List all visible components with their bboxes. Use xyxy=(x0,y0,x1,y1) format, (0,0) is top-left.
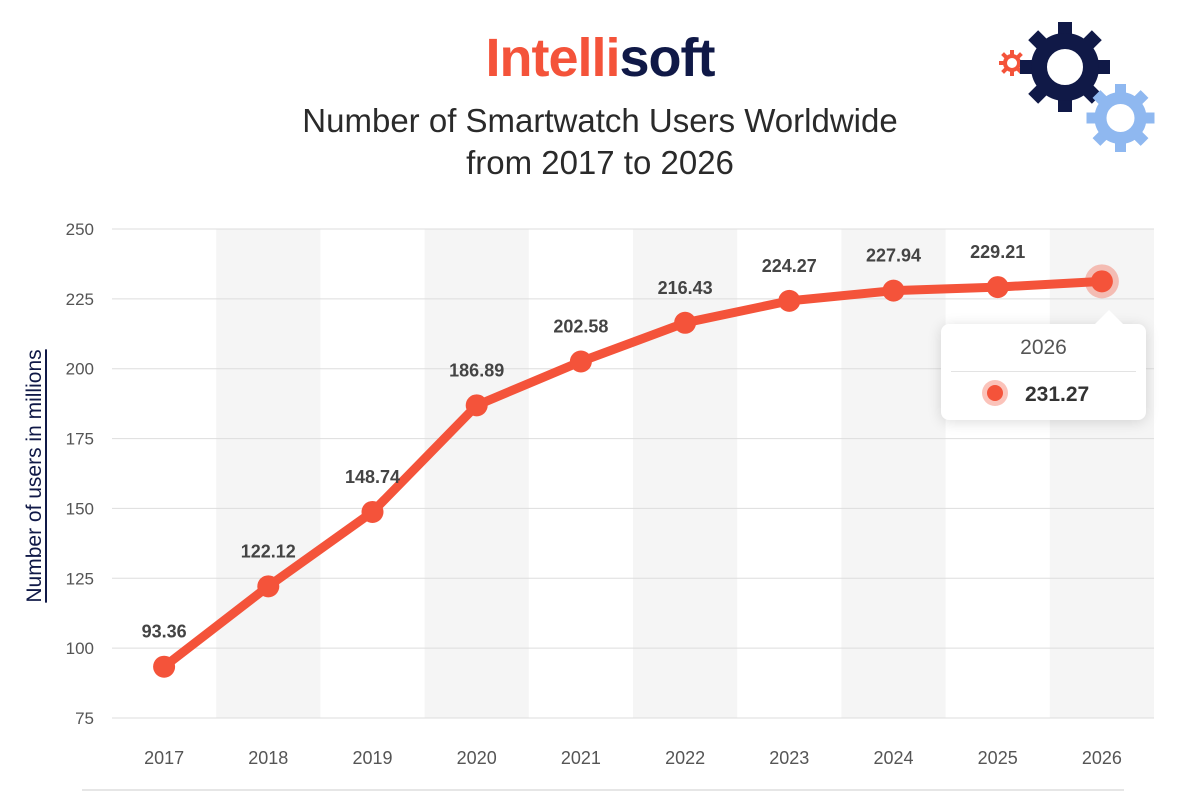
x-tick-label: 2018 xyxy=(248,748,288,768)
data-label: 227.94 xyxy=(866,246,921,266)
column-band xyxy=(424,229,529,718)
brand-logo-part2: soft xyxy=(619,28,716,88)
data-point xyxy=(882,279,905,302)
blue-gear-icon xyxy=(1086,84,1155,152)
x-tick-label: 2022 xyxy=(665,748,705,768)
tooltip-value: 231.27 xyxy=(1025,383,1090,406)
y-tick-label: 100 xyxy=(66,639,94,658)
x-tick-label: 2017 xyxy=(144,748,184,768)
column-band xyxy=(1049,229,1154,718)
data-point xyxy=(674,311,697,334)
x-tick-label: 2021 xyxy=(561,748,601,768)
chart-title-line1: Number of Smartwatch Users Worldwide xyxy=(302,102,898,139)
data-point xyxy=(465,394,488,417)
large-gear-icon xyxy=(1020,22,1110,112)
y-tick-label: 225 xyxy=(66,290,94,309)
brand-logo: Intellisoft xyxy=(0,28,1200,88)
data-label: 186.89 xyxy=(449,360,504,380)
x-tick-label: 2019 xyxy=(352,748,392,768)
x-tick-label: 2026 xyxy=(1082,748,1122,768)
data-label: 148.74 xyxy=(345,467,400,487)
y-tick-label: 125 xyxy=(66,569,94,588)
x-tick-label: 2023 xyxy=(769,748,809,768)
y-tick-label: 75 xyxy=(75,709,94,728)
brand-logo-part1: Intelli xyxy=(485,28,621,88)
tooltip-divider xyxy=(951,371,1136,372)
data-point xyxy=(361,500,384,523)
x-tick-label: 2020 xyxy=(457,748,497,768)
chart-title: Number of Smartwatch Users Worldwide fro… xyxy=(0,100,1200,184)
data-label: 216.43 xyxy=(658,278,713,298)
data-label: 93.36 xyxy=(142,622,187,642)
x-tick-label: 2024 xyxy=(873,748,913,768)
column-band xyxy=(841,229,946,718)
y-tick-label: 250 xyxy=(66,220,94,239)
gears-illustration xyxy=(990,15,1165,165)
series-line xyxy=(159,276,1107,672)
data-point xyxy=(153,655,176,678)
y-tick-label: 150 xyxy=(66,499,94,518)
y-tick-label: 175 xyxy=(66,430,94,449)
data-label: 122.12 xyxy=(241,541,296,561)
column-band xyxy=(216,229,321,718)
data-point xyxy=(569,350,592,373)
data-label: 229.21 xyxy=(970,242,1025,262)
tooltip-series-marker xyxy=(987,385,1003,401)
x-tick-label: 2025 xyxy=(978,748,1018,768)
column-band xyxy=(633,229,738,718)
y-tick-label: 200 xyxy=(66,360,94,379)
data-point xyxy=(986,276,1009,299)
data-label: 202.58 xyxy=(553,317,608,337)
data-point xyxy=(257,575,280,598)
data-point xyxy=(1090,270,1113,293)
chart-title-line2: from 2017 to 2026 xyxy=(466,144,734,181)
data-label: 224.27 xyxy=(762,256,817,276)
tooltip-year: 2026 xyxy=(1020,336,1067,359)
data-tooltip: 2026 231.27 xyxy=(941,310,1146,420)
data-point xyxy=(778,289,801,312)
